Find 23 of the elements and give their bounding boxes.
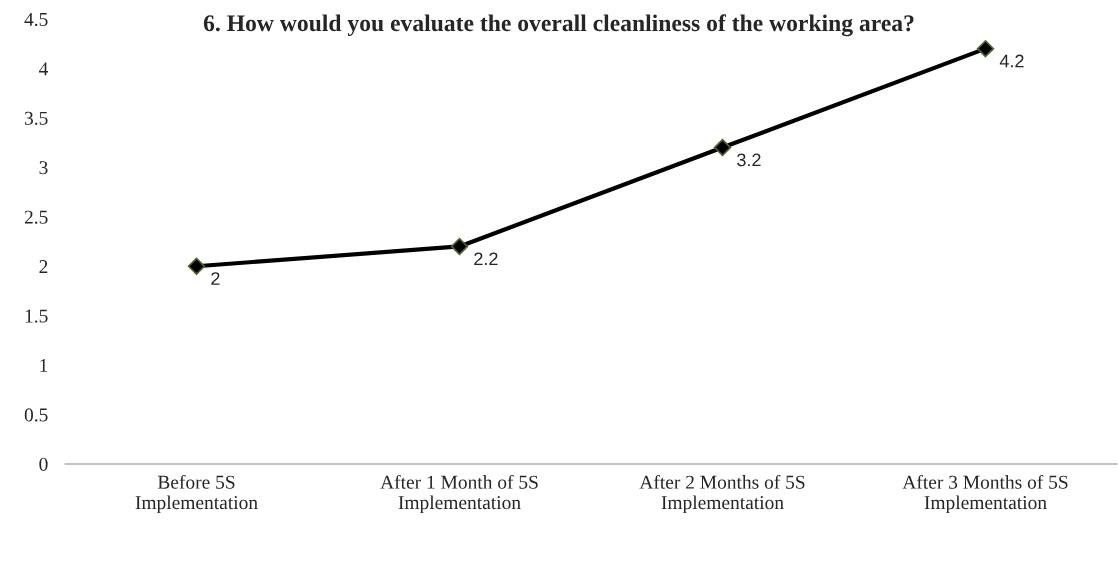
x-tick-label: Before 5S Implementation [135, 474, 258, 514]
data-label: 3.2 [737, 153, 761, 167]
y-tick-label: 1 [40, 359, 48, 372]
data-label: 2 [211, 272, 220, 285]
y-tick-label: 2.5 [24, 210, 48, 224]
data-label: 4.2 [999, 54, 1024, 68]
x-tick-label: After 1 Month of 5S Implementation [380, 474, 538, 514]
y-tick-label: 0 [39, 457, 48, 471]
y-tick-label: 2 [39, 260, 48, 273]
y-tick-label: 3.5 [24, 111, 48, 125]
y-tick-label: 3 [39, 161, 48, 175]
y-tick-label: 4.5 [24, 12, 48, 27]
y-tick-label: 4 [38, 62, 49, 76]
point [713, 138, 732, 157]
point [187, 257, 206, 275]
x-tick-label: After 2 Months of 5S Implementation [639, 474, 805, 514]
point [976, 39, 995, 58]
chart-title: 6. How would you evaluate the overall cleanliness of the working area? [203, 14, 914, 37]
y-tick-label: 0.5 [24, 408, 48, 422]
data-label: 2.2 [474, 252, 498, 265]
point [450, 237, 469, 256]
x-tick-label: After 3 Months of 5S Implementation [902, 474, 1068, 514]
y-tick-label: 1.5 [25, 309, 48, 323]
